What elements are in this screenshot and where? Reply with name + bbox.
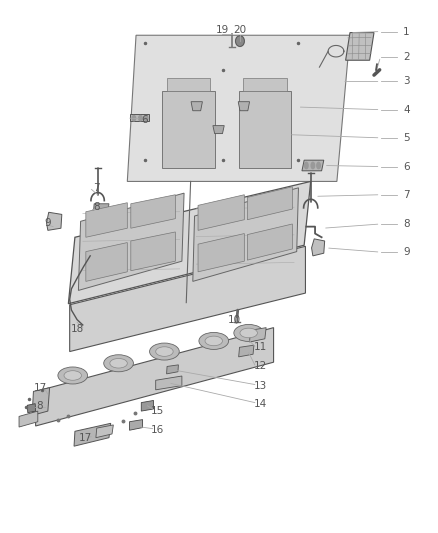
Text: 11: 11: [254, 342, 267, 352]
Polygon shape: [96, 425, 113, 438]
Text: 15: 15: [151, 406, 165, 416]
Polygon shape: [74, 423, 111, 446]
Text: 20: 20: [233, 25, 247, 35]
Polygon shape: [162, 91, 215, 168]
Polygon shape: [250, 328, 266, 342]
Polygon shape: [46, 212, 62, 230]
Polygon shape: [86, 203, 127, 237]
Text: 4: 4: [403, 104, 410, 115]
Polygon shape: [198, 233, 244, 272]
Text: 8: 8: [403, 219, 410, 229]
Polygon shape: [131, 195, 175, 228]
Polygon shape: [247, 187, 292, 220]
Polygon shape: [27, 403, 35, 413]
Polygon shape: [68, 181, 311, 304]
Ellipse shape: [311, 163, 314, 168]
Text: 3: 3: [403, 77, 410, 86]
Text: 9: 9: [45, 218, 51, 228]
Polygon shape: [193, 188, 298, 281]
Text: 7: 7: [93, 183, 100, 193]
Polygon shape: [93, 204, 109, 214]
Ellipse shape: [139, 116, 142, 121]
Text: 17: 17: [79, 433, 92, 443]
Text: 5: 5: [403, 133, 410, 143]
Ellipse shape: [64, 370, 81, 380]
Ellipse shape: [155, 347, 173, 357]
Text: 13: 13: [254, 381, 267, 391]
Polygon shape: [191, 102, 202, 111]
Polygon shape: [131, 232, 175, 271]
Polygon shape: [141, 400, 153, 411]
Text: 12: 12: [254, 361, 267, 372]
Ellipse shape: [150, 343, 179, 360]
Polygon shape: [213, 126, 224, 134]
Ellipse shape: [234, 325, 264, 342]
Polygon shape: [35, 328, 274, 426]
Ellipse shape: [317, 163, 320, 168]
Polygon shape: [127, 35, 350, 181]
Text: 2: 2: [403, 52, 410, 61]
Text: 10: 10: [228, 314, 241, 325]
Polygon shape: [78, 193, 184, 290]
Text: 1: 1: [403, 27, 410, 37]
Text: 14: 14: [254, 399, 267, 409]
Text: 8: 8: [37, 401, 43, 411]
Ellipse shape: [199, 333, 229, 350]
Polygon shape: [130, 115, 149, 122]
Text: 17: 17: [33, 383, 46, 393]
Polygon shape: [32, 387, 49, 415]
Ellipse shape: [240, 328, 258, 338]
Polygon shape: [243, 78, 287, 91]
Text: 19: 19: [216, 25, 229, 35]
Polygon shape: [86, 243, 127, 281]
Polygon shape: [166, 365, 178, 374]
Polygon shape: [247, 224, 292, 260]
Circle shape: [236, 36, 244, 46]
Ellipse shape: [58, 367, 88, 384]
Polygon shape: [311, 239, 325, 256]
Polygon shape: [70, 246, 305, 352]
Polygon shape: [239, 91, 291, 168]
Polygon shape: [346, 33, 374, 60]
Ellipse shape: [132, 116, 136, 121]
Polygon shape: [19, 411, 38, 427]
Text: 8: 8: [93, 202, 100, 212]
Ellipse shape: [205, 336, 223, 346]
Text: 9: 9: [403, 247, 410, 257]
Text: 6: 6: [141, 115, 148, 125]
Ellipse shape: [304, 163, 308, 168]
Polygon shape: [166, 78, 210, 91]
Polygon shape: [238, 102, 250, 111]
Ellipse shape: [104, 355, 134, 372]
Polygon shape: [239, 345, 254, 357]
Polygon shape: [155, 376, 182, 390]
Ellipse shape: [110, 359, 127, 368]
Ellipse shape: [145, 116, 148, 121]
Text: 6: 6: [403, 161, 410, 172]
Polygon shape: [198, 195, 244, 230]
Text: 16: 16: [151, 425, 165, 435]
Polygon shape: [130, 419, 143, 430]
Text: 18: 18: [71, 324, 84, 334]
Polygon shape: [302, 160, 324, 171]
Text: 7: 7: [403, 190, 410, 200]
